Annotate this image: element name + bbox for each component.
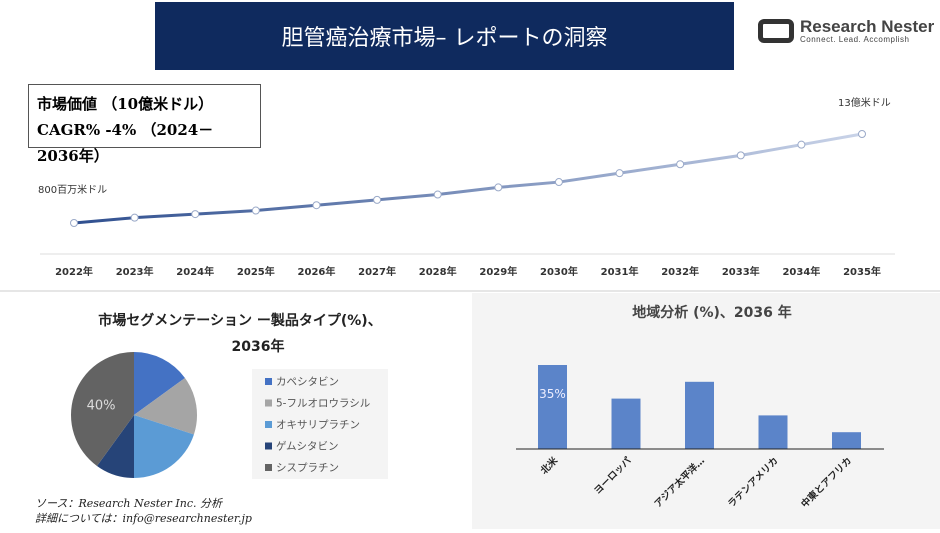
pie-slice	[134, 377, 197, 435]
market-value-label: 市場価値 （10億米ドル）	[37, 95, 214, 113]
legend-label: カペシタビン	[276, 376, 339, 388]
x-tick-label: 2034年	[782, 265, 820, 278]
report-title-banner: 胆管癌治療市場– レポートの洞察	[155, 2, 734, 70]
x-tick-label: 2035年	[843, 265, 881, 278]
data-point	[191, 210, 200, 219]
x-tick-label: 2031年	[601, 265, 639, 278]
x-tick-label: 北米	[538, 454, 560, 476]
x-tick-label: 2029年	[479, 265, 517, 278]
research-nester-logo: Research Nester Connect. Lead. Accomplish	[758, 18, 934, 44]
bar	[832, 432, 861, 449]
x-tick-label: 2026年	[298, 265, 336, 278]
market-line-chart: 2022年 2023年 2024年 2025年 2026年 2027年 2028年 2029年…	[38, 96, 895, 278]
legend-label: オキサリプラチン	[276, 419, 360, 431]
cagr-label: CAGR% -4% （2024－2036年）	[37, 121, 214, 165]
source-note: ソース：Research Nester Inc. 分析 詳細については：info…	[35, 496, 252, 526]
x-tick-label: 2030年	[540, 265, 578, 278]
x-tick-label: 2022年	[55, 265, 93, 278]
data-point	[251, 206, 260, 215]
x-tick-label: 2032年	[661, 265, 699, 278]
pie-slice	[71, 352, 134, 466]
legend-swatch	[265, 442, 272, 450]
data-point	[676, 160, 685, 169]
market-line	[73, 132, 863, 225]
market-key-box: 市場価値 （10億米ドル） CAGR% -4% （2024－2036年）	[28, 84, 261, 165]
bar	[685, 381, 714, 449]
legend-label: ゲムシタビン	[276, 441, 338, 453]
x-tick-label: 2023年	[116, 265, 154, 278]
slice-label: 40%	[87, 398, 116, 413]
x-tick-label: ヨーロッパ	[592, 454, 634, 496]
x-tick-label: 2027年	[358, 265, 396, 278]
x-tick-label: 2024年	[176, 265, 214, 278]
data-point	[433, 190, 442, 199]
legend-swatch	[265, 378, 272, 385]
contact-line: 詳細については：info@researchnester.jp	[35, 512, 252, 525]
legend-swatch	[265, 421, 272, 428]
data-point	[130, 213, 139, 222]
legend-box	[252, 369, 388, 479]
data-point	[615, 169, 624, 178]
divider	[0, 290, 940, 292]
bar-label: 35%	[539, 387, 566, 401]
bar	[538, 365, 567, 449]
legend-swatch	[265, 399, 272, 407]
legend-label: シスプラチン	[276, 462, 339, 474]
data-point	[736, 151, 745, 160]
logo-name: Research Nester	[800, 17, 935, 36]
data-point	[554, 178, 563, 187]
legend-label: 5-フルオロウラシル	[276, 398, 370, 410]
data-point	[494, 183, 503, 192]
bar-title: 地域分析 (%)、2036 年	[632, 304, 792, 321]
pie-subtitle: 2036年	[232, 338, 285, 355]
data-point	[373, 195, 382, 204]
data-point	[312, 201, 321, 210]
x-tick-label: ラテンアメリカ	[726, 455, 780, 509]
data-point	[797, 140, 806, 149]
x-tick-label: 2025年	[237, 265, 275, 278]
segment-pie-chart: 市場セグメンテーション ー製品タイプ(%)、 2036年 40% カペシタビン 5-フル…	[71, 312, 388, 479]
logo-mark-icon	[758, 19, 794, 43]
x-tick-label: 中東とアフリカ	[799, 455, 855, 511]
region-bar-chart: 地域分析 (%)、2036 年 35% 北米 ヨーロッパ アジア太平洋… ラテンアメリカ中…	[516, 304, 884, 511]
region-panel: 地域分析 (%)、2036 年 35% 北米 ヨーロッパ アジア太平洋… ラテンアメリカ中…	[472, 293, 940, 529]
bar	[611, 398, 641, 449]
start-annotation: 800百万米ドル	[38, 183, 107, 196]
pie-slice	[134, 352, 185, 415]
bar	[758, 415, 788, 449]
pie-title: 市場セグメンテーション ー製品タイプ(%)、	[98, 312, 381, 329]
logo-tagline: Connect. Lead. Accomplish	[800, 35, 910, 44]
legend-swatch	[265, 464, 272, 471]
pie-slice	[96, 415, 134, 478]
end-annotation: 13億米ドル	[838, 96, 891, 109]
segment-panel: 市場セグメンテーション ー製品タイプ(%)、 2036年 40% カペシタビン 5-フル…	[0, 293, 468, 529]
data-point	[858, 130, 866, 138]
source-line: ソース：Research Nester Inc. 分析	[35, 497, 223, 510]
data-point	[70, 219, 78, 227]
report-title: 胆管癌治療市場– レポートの洞察	[281, 26, 608, 51]
pie-slice	[134, 415, 194, 478]
x-tick-label: 2028年	[419, 265, 457, 278]
x-tick-label: 2033年	[722, 265, 760, 278]
x-tick-label: アジア太平洋…	[652, 455, 707, 510]
